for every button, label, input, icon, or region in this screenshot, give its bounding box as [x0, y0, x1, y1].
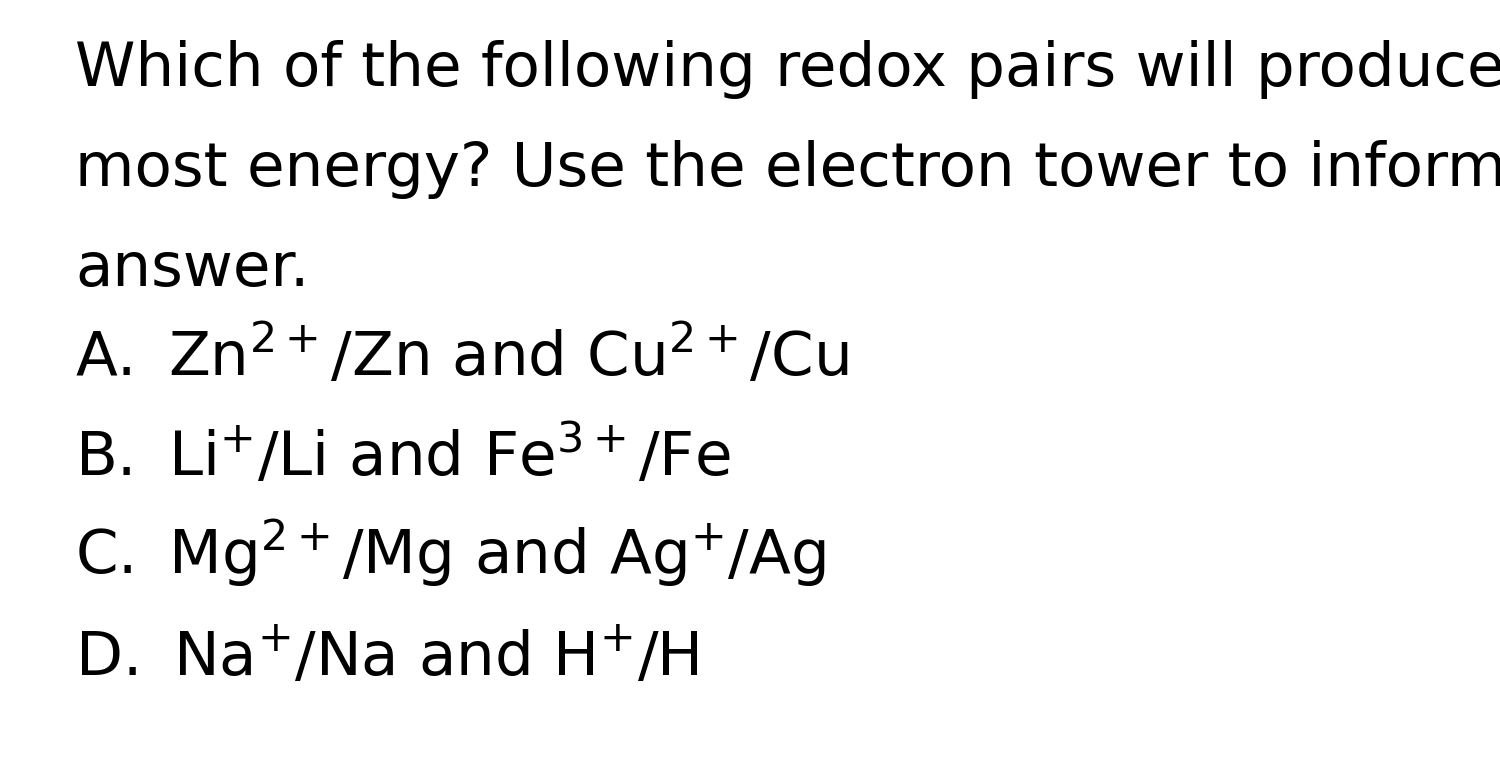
Text: $\mathrm{A.\ Zn}^{2+}\mathrm{/Zn\ and\ Cu}^{2+}\mathrm{/Cu}$: $\mathrm{A.\ Zn}^{2+}\mathrm{/Zn\ and\ C…: [75, 324, 849, 389]
Text: $\mathrm{C.\ Mg}^{2+}\mathrm{/Mg\ and\ Ag}^{+}\mathrm{/Ag}$: $\mathrm{C.\ Mg}^{2+}\mathrm{/Mg\ and\ A…: [75, 518, 825, 589]
Text: $\mathrm{B.\ Li}^{+}\mathrm{/Li\ and\ Fe}^{3+}\mathrm{/Fe}$: $\mathrm{B.\ Li}^{+}\mathrm{/Li\ and\ Fe…: [75, 424, 730, 489]
Text: $\mathrm{D.\ Na}^{+}\mathrm{/Na\ and\ H}^{+}\mathrm{/H}$: $\mathrm{D.\ Na}^{+}\mathrm{/Na\ and\ H}…: [75, 629, 699, 689]
Text: Which of the following redox pairs will produce the: Which of the following redox pairs will …: [75, 40, 1500, 99]
Text: answer.: answer.: [75, 240, 309, 299]
Text: most energy? Use the electron tower to inform your: most energy? Use the electron tower to i…: [75, 140, 1500, 199]
